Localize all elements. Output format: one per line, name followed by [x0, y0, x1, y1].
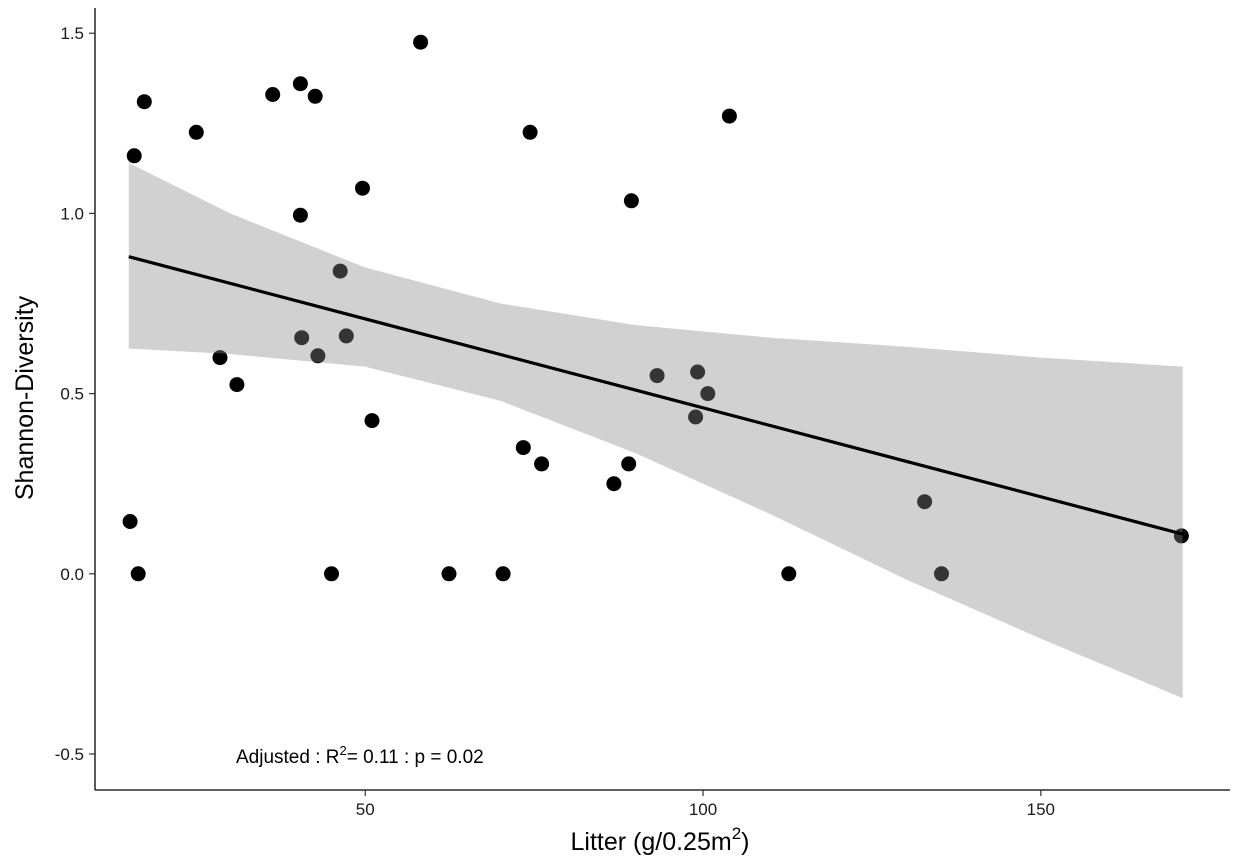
y-tick-label: 0.0: [60, 565, 84, 584]
data-point-3: [188, 124, 204, 140]
data-point-8: [522, 124, 538, 140]
y-tick-label: 0.5: [60, 385, 84, 404]
data-point-9: [721, 108, 737, 124]
data-point-22: [700, 386, 716, 402]
data-point-12: [623, 193, 639, 209]
fit-line-layer: [128, 163, 1184, 699]
y-tick-label: -0.5: [55, 745, 84, 764]
annotation-text: Adjusted : R2= 0.11 : p = 0.02: [236, 743, 484, 768]
annotation-superscript: 2: [340, 743, 347, 758]
points-layer: [122, 34, 1189, 582]
axes-layer: -0.5 0.0 0.5 1.0 1.5 50 100 150: [55, 8, 1230, 819]
confidence-band-layer: [128, 163, 1183, 699]
x-tick-label: 100: [689, 800, 717, 819]
x-tick-label: 50: [356, 800, 375, 819]
data-point-30: [324, 566, 339, 582]
y-tick-label: 1.5: [60, 24, 84, 43]
data-point-33: [781, 566, 797, 582]
data-point-4: [265, 87, 281, 102]
data-point-25: [534, 456, 550, 472]
data-point-32: [495, 566, 511, 582]
data-point-2: [136, 94, 152, 110]
data-point-21: [690, 364, 706, 380]
data-point-23: [688, 409, 704, 425]
x-axis-title: Litter (g/0.25m2): [571, 824, 750, 856]
data-point-20: [649, 368, 665, 384]
x-tick-label: 150: [1027, 800, 1055, 819]
y-axis-title: Shannon-Diversity: [11, 295, 39, 500]
data-point-34: [917, 494, 933, 510]
data-point-19: [364, 413, 380, 429]
data-point-24: [515, 440, 531, 456]
regression-line: [128, 255, 1184, 536]
data-point-13: [332, 263, 348, 279]
data-point-1: [126, 148, 142, 164]
data-point-10: [355, 180, 370, 196]
data-point-26: [621, 456, 637, 472]
data-point-18: [229, 377, 245, 393]
confidence-band-overlay: [128, 163, 1183, 699]
data-point-14: [294, 330, 310, 346]
data-point-6: [307, 88, 323, 104]
y-tick-label: 1.0: [60, 204, 84, 223]
data-point-11: [292, 207, 308, 223]
data-point-7: [413, 34, 429, 50]
data-point-17: [212, 350, 228, 366]
data-point-27: [606, 476, 622, 492]
data-point-5: [292, 76, 308, 92]
data-point-15: [338, 328, 354, 344]
data-point-28: [122, 514, 138, 529]
confidence-band: [128, 163, 1183, 699]
data-point-16: [310, 348, 326, 364]
data-point-29: [130, 566, 146, 582]
x-axis-title-superscript: 2: [732, 824, 741, 843]
data-point-35: [934, 566, 949, 582]
data-point-31: [441, 566, 457, 582]
